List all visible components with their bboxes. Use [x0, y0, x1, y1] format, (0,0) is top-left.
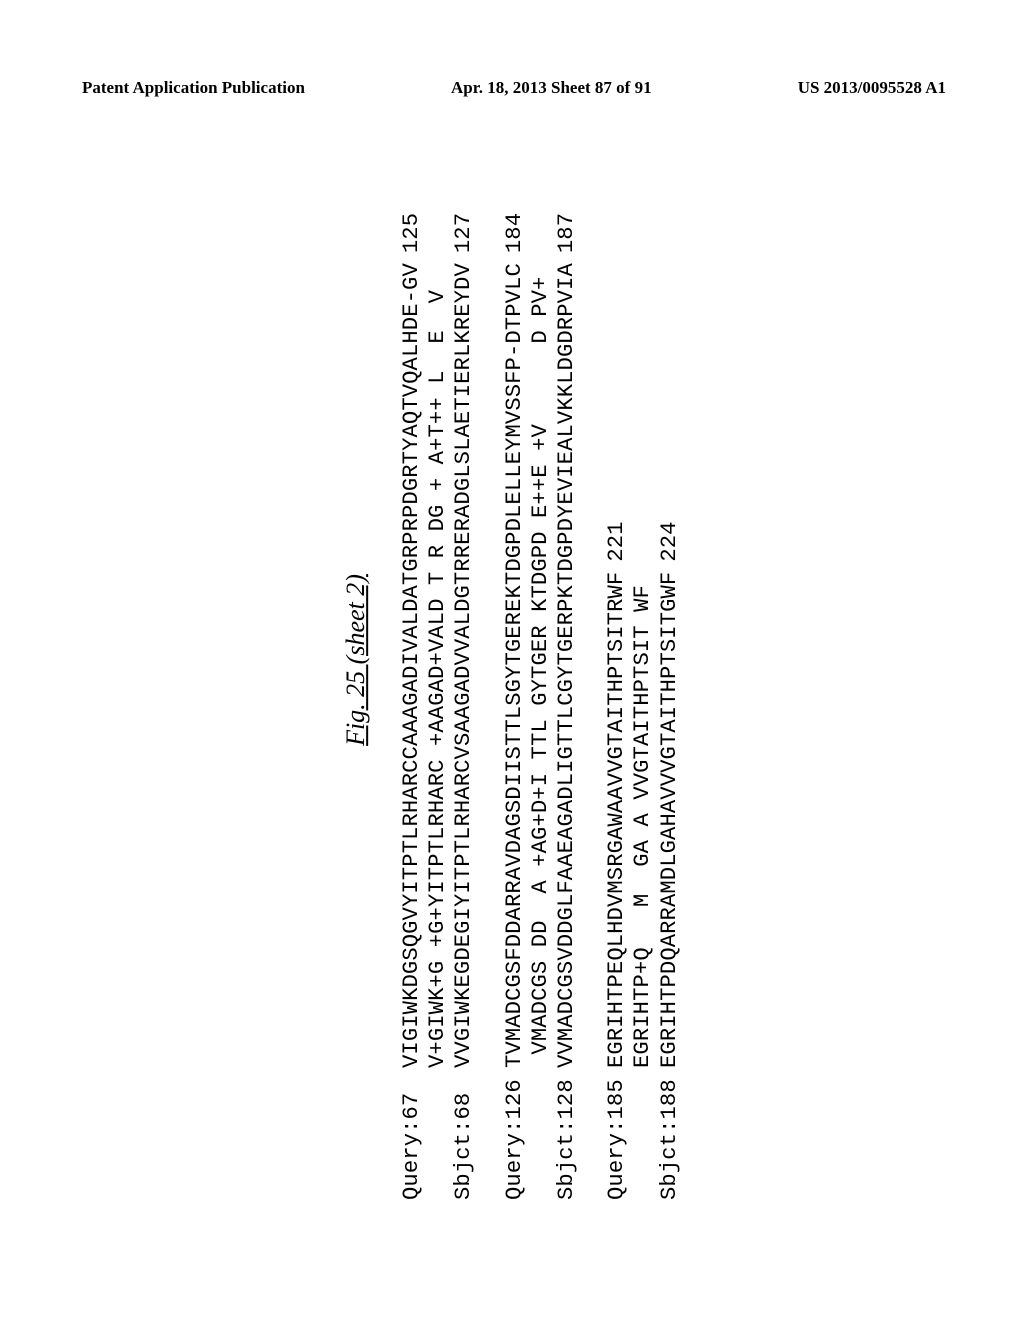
alignment-row: EGRIHTP+Q M GA A VVGTAITHPTSIT WF	[630, 120, 656, 1200]
alignment-row: Sbjct:188EGRIHTPDQARRAMDLGAHAVVVGTAITHPT…	[657, 120, 683, 1200]
alignment-label	[425, 1068, 451, 1200]
alignment-gap	[580, 120, 604, 1200]
alignment-end-position	[425, 280, 451, 290]
alignment-row: Sbjct:128VVMADCGSVDDGLFAAEAGADLIGTTLCGYT…	[554, 120, 580, 1200]
alignment-end-position: 125	[399, 213, 425, 263]
alignment-row: V+GIWK+G +G+YITPTLRHARC +AAGAD+VALD T R …	[425, 120, 451, 1200]
alignment-end-position	[630, 575, 656, 585]
alignment-label: Sbjct:68	[452, 1068, 478, 1200]
alignment-sequence: VVGIWKEGDEGIYITPTLRHARCVSAAGADVVALDGTRRE…	[452, 263, 478, 1068]
alignment-gap	[478, 120, 502, 1200]
alignment-sequence: EGRIHTPEQLHDVMSRGAWAAVVGTAITHPTSITRWF	[604, 572, 630, 1068]
sequence-alignment: Query:67VIGIWKDGSQGVYITPTLRHARCCAAAGADIV…	[399, 120, 683, 1200]
alignment-sequence: VIGIWKDGSQGVYITPTLRHARCCAAAGADIVALDATGRP…	[399, 263, 425, 1068]
alignment-label: Query:126	[502, 1068, 528, 1200]
alignment-row: Query:126TVMADCGSFDDARRAVDAGSDIISTTLSGYT…	[502, 120, 528, 1200]
alignment-sequence: EGRIHTPDQARRAMDLGAHAVVVGTAITHPTSITGWF	[657, 572, 683, 1068]
header-left: Patent Application Publication	[82, 78, 305, 98]
alignment-label: Sbjct:188	[657, 1068, 683, 1200]
alignment-row: VMADCGS DD A +AG+D+I TTL GYTGER KTDGPD E…	[528, 120, 554, 1200]
alignment-label	[528, 1068, 554, 1200]
alignment-sequence: VMADCGS DD A +AG+D+I TTL GYTGER KTDGPD E…	[528, 277, 554, 1068]
alignment-end-position: 221	[604, 521, 630, 571]
header-right: US 2013/0095528 A1	[798, 78, 946, 98]
alignment-end-position: 184	[502, 213, 528, 263]
header-center: Apr. 18, 2013 Sheet 87 of 91	[451, 78, 652, 98]
alignment-label	[630, 1068, 656, 1200]
alignment-sequence: EGRIHTP+Q M GA A VVGTAITHPTSIT WF	[630, 585, 656, 1068]
figure-block: Fig. 25 (sheet 2) Query:67VIGIWKDGSQGVYI…	[341, 120, 683, 1200]
alignment-sequence: V+GIWK+G +G+YITPTLRHARC +AAGAD+VALD T R …	[425, 290, 451, 1068]
alignment-end-position	[528, 267, 554, 277]
alignment-label: Query:185	[604, 1068, 630, 1200]
alignment-row: Query:67VIGIWKDGSQGVYITPTLRHARCCAAAGADIV…	[399, 120, 425, 1200]
alignment-end-position: 224	[657, 521, 683, 571]
alignment-end-position: 127	[452, 213, 478, 263]
alignment-row: Sbjct:68VVGIWKEGDEGIYITPTLRHARCVSAAGADVV…	[452, 120, 478, 1200]
alignment-sequence: TVMADCGSFDDARRAVDAGSDIISTTLSGYTGEREKTDGP…	[502, 263, 528, 1068]
alignment-end-position: 187	[554, 213, 580, 263]
alignment-label: Query:67	[399, 1068, 425, 1200]
alignment-row: Query:185EGRIHTPEQLHDVMSRGAWAAVVGTAITHPT…	[604, 120, 630, 1200]
page-header: Patent Application Publication Apr. 18, …	[0, 78, 1024, 98]
alignment-sequence: VVMADCGSVDDGLFAAEAGADLIGTTLCGYTGERPKTDGP…	[554, 263, 580, 1068]
alignment-label: Sbjct:128	[554, 1068, 580, 1200]
figure-title: Fig. 25 (sheet 2)	[341, 120, 371, 1200]
